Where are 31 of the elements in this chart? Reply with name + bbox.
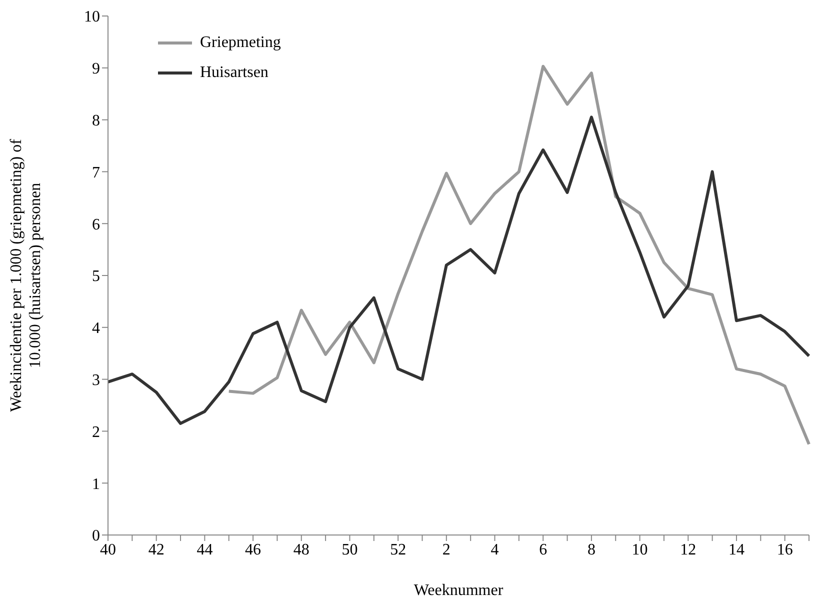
x-tick-label: 10: [632, 541, 648, 558]
y-tick-label: 0: [92, 528, 100, 545]
y-tick-label: 4: [92, 320, 100, 338]
x-tick-label: 44: [196, 541, 213, 558]
x-tick-label: 50: [342, 541, 358, 558]
x-tick-label: 6: [539, 541, 548, 558]
x-axis-title: Weeknummer: [414, 582, 504, 599]
line-series: [106, 116, 810, 425]
y-tick-label: 5: [92, 268, 100, 286]
y-tick-label: 9: [92, 60, 100, 78]
y-tick-label: 6: [92, 216, 100, 234]
y-axis-title: Weekincidentie per 1.000 (griepmeting) of 10.000 (huisartsen) personen: [8, 138, 44, 412]
y-tick-label: 7: [92, 164, 100, 182]
x-tick-label: 42: [148, 541, 164, 558]
x-tick-label: 40: [100, 541, 116, 558]
x-tick-label: 8: [587, 541, 596, 558]
y-tick-label: 8: [92, 112, 100, 130]
legend-label: Huisartsen: [200, 64, 268, 82]
y-tick-label: 1: [92, 476, 100, 493]
legend-label: Griepmeting: [200, 34, 281, 52]
x-tick-label: 14: [728, 541, 744, 558]
y-tick-label: 3: [92, 372, 100, 389]
x-tick-label: 16: [776, 541, 793, 558]
x-tick-label: 4: [490, 541, 499, 558]
x-tick-label: 2: [442, 541, 450, 558]
x-tick-label: 52: [390, 541, 406, 558]
y-tick-label: 2: [92, 424, 100, 441]
x-tick-label: 46: [245, 541, 262, 558]
y-tick-label: 10: [84, 8, 100, 26]
x-tick-label: 48: [293, 541, 310, 558]
x-tick-label: 12: [680, 541, 696, 558]
